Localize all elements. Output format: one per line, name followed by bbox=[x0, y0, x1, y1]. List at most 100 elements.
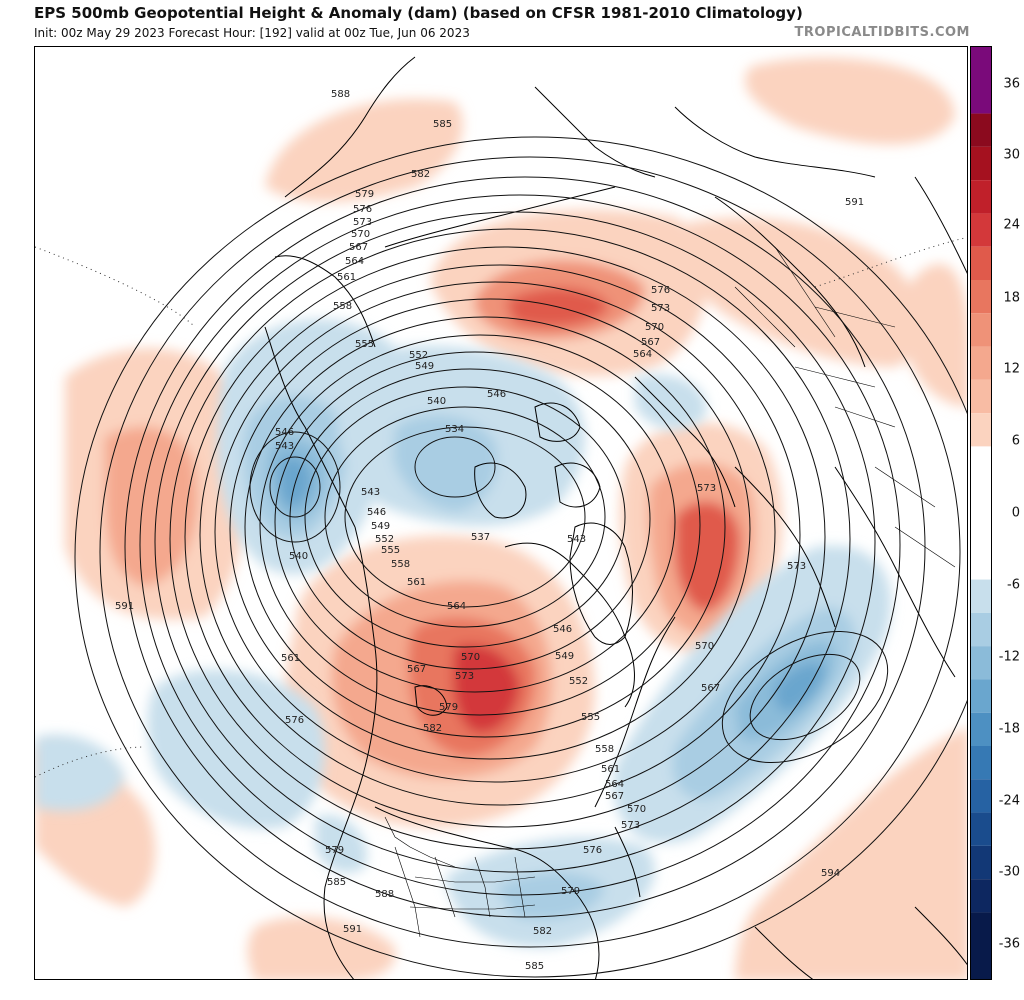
contour-label: 591 bbox=[343, 924, 362, 935]
contour-label: 567 bbox=[641, 337, 660, 348]
colorbar-bin bbox=[971, 146, 991, 181]
brand-watermark: TROPICALTIDBITS.COM bbox=[794, 25, 970, 40]
colorbar-bin bbox=[971, 446, 991, 580]
contour-label-group: 588 585 582 579 576 573 570 567 564 561 … bbox=[115, 89, 864, 972]
contour-label: 561 bbox=[601, 764, 620, 775]
contour-label: 555 bbox=[355, 339, 374, 350]
colorbar-bin bbox=[971, 47, 991, 114]
colorbar-bin bbox=[971, 346, 991, 380]
contour-label: 567 bbox=[701, 683, 720, 694]
contour-label: 549 bbox=[415, 361, 434, 372]
contour-label: 543 bbox=[361, 487, 380, 498]
contour-label: 555 bbox=[581, 712, 600, 723]
colorbar-tick-label: -12 bbox=[998, 649, 1020, 665]
height-contours bbox=[74, 136, 967, 978]
contour-label: 576 bbox=[651, 285, 670, 296]
colorbar-tick-label: 0 bbox=[1011, 505, 1020, 521]
contour-label: 585 bbox=[433, 119, 452, 130]
colorbar-tick-label: 6 bbox=[1011, 433, 1020, 449]
contour-label: 534 bbox=[445, 424, 464, 435]
colorbar-tick-label: 12 bbox=[1003, 361, 1020, 377]
contour-label: 555 bbox=[381, 545, 400, 556]
colorbar-bin bbox=[971, 779, 991, 813]
contour-label: 561 bbox=[281, 653, 300, 664]
anomaly-europe bbox=[672, 217, 925, 367]
contour-label: 570 bbox=[351, 229, 370, 240]
anomaly-pacific-east bbox=[147, 669, 325, 829]
colorbar bbox=[970, 46, 992, 980]
anomaly-atlantic-east bbox=[903, 263, 967, 407]
colorbar-tick-label: 24 bbox=[1003, 217, 1020, 233]
colorbar-labels: 36 30 24 18 12 6 0 -6 -12 -18 -24 -30 -3… bbox=[994, 46, 1024, 980]
colorbar-tick-label: -36 bbox=[998, 936, 1020, 952]
contour-label: 588 bbox=[375, 889, 394, 900]
map-title: EPS 500mb Geopotential Height & Anomaly … bbox=[34, 4, 803, 22]
contour-label: 561 bbox=[337, 272, 356, 283]
positive-anomaly-fills bbox=[35, 57, 967, 979]
contour-label: 573 bbox=[787, 561, 806, 572]
colorbar-bin bbox=[971, 379, 991, 414]
contour-label: 573 bbox=[353, 217, 372, 228]
contour-label: 570 bbox=[461, 652, 480, 663]
contour-label: 552 bbox=[409, 350, 428, 361]
coastlines bbox=[264, 56, 967, 979]
contour-label: 582 bbox=[533, 926, 552, 937]
contour-label: 570 bbox=[645, 322, 664, 333]
colorbar-bin bbox=[971, 812, 991, 846]
colorbar-bin bbox=[971, 213, 991, 247]
contour-label: 576 bbox=[583, 845, 602, 856]
colorbar-tick-label: 30 bbox=[1003, 147, 1020, 163]
contour-label: 573 bbox=[455, 671, 474, 682]
contour-label: 537 bbox=[471, 532, 490, 543]
contour-label: 591 bbox=[115, 601, 134, 612]
contour-label: 552 bbox=[569, 676, 588, 687]
contour-label: 579 bbox=[561, 886, 580, 897]
colorbar-bin bbox=[971, 113, 991, 147]
contour-label: 591 bbox=[845, 197, 864, 208]
colorbar-bin bbox=[971, 579, 991, 613]
colorbar-bin bbox=[971, 845, 991, 880]
contour-label: 558 bbox=[595, 744, 614, 755]
contour-label: 588 bbox=[331, 89, 350, 100]
anomaly-map: 588 585 582 579 576 573 570 567 564 561 … bbox=[34, 46, 968, 980]
colorbar-bin bbox=[971, 879, 991, 913]
colorbar-tick-label: -6 bbox=[1007, 577, 1020, 593]
contour-label: 570 bbox=[627, 804, 646, 815]
colorbar-bin bbox=[971, 280, 991, 314]
contour-label: 594 bbox=[821, 868, 840, 879]
contour-label: 582 bbox=[411, 169, 430, 180]
contour-label: 543 bbox=[567, 534, 586, 545]
contour-label: 546 bbox=[367, 507, 386, 518]
contour-label: 540 bbox=[427, 396, 446, 407]
colorbar-bin bbox=[971, 413, 991, 447]
contour-label: 585 bbox=[327, 877, 346, 888]
contour-label: 546 bbox=[553, 624, 572, 635]
colorbar-bin bbox=[971, 246, 991, 280]
contour-label: 564 bbox=[345, 256, 364, 267]
contour-label: 546 bbox=[487, 389, 506, 400]
contour-label: 570 bbox=[695, 641, 714, 652]
map-subtitle: Init: 00z May 29 2023 Forecast Hour: [19… bbox=[34, 26, 470, 40]
contour-label: 558 bbox=[333, 301, 352, 312]
political-borders bbox=[384, 246, 956, 938]
colorbar-svg bbox=[971, 47, 991, 979]
contour-label: 564 bbox=[605, 779, 624, 790]
colorbar-bin bbox=[971, 712, 991, 746]
colorbar-bin bbox=[971, 180, 991, 214]
colorbar-bin bbox=[971, 646, 991, 680]
contour-label: 579 bbox=[439, 702, 458, 713]
anomaly-top-right bbox=[745, 57, 955, 145]
contour-label: 558 bbox=[391, 559, 410, 570]
colorbar-tick-label: -18 bbox=[998, 721, 1020, 737]
contour-label: 573 bbox=[697, 483, 716, 494]
negative-anomaly-fills bbox=[35, 319, 892, 948]
contour-label: 543 bbox=[275, 441, 294, 452]
map-svg: 588 585 582 579 576 573 570 567 564 561 … bbox=[35, 56, 967, 979]
contour-label: 576 bbox=[285, 715, 304, 726]
colorbar-tick-label: 18 bbox=[1003, 290, 1020, 306]
colorbar-bin bbox=[971, 746, 991, 780]
colorbar-bin bbox=[971, 612, 991, 647]
colorbar-tick-label: -30 bbox=[998, 864, 1020, 880]
colorbar-tick-label: 36 bbox=[1003, 76, 1020, 92]
contour-label: 546 bbox=[275, 427, 294, 438]
